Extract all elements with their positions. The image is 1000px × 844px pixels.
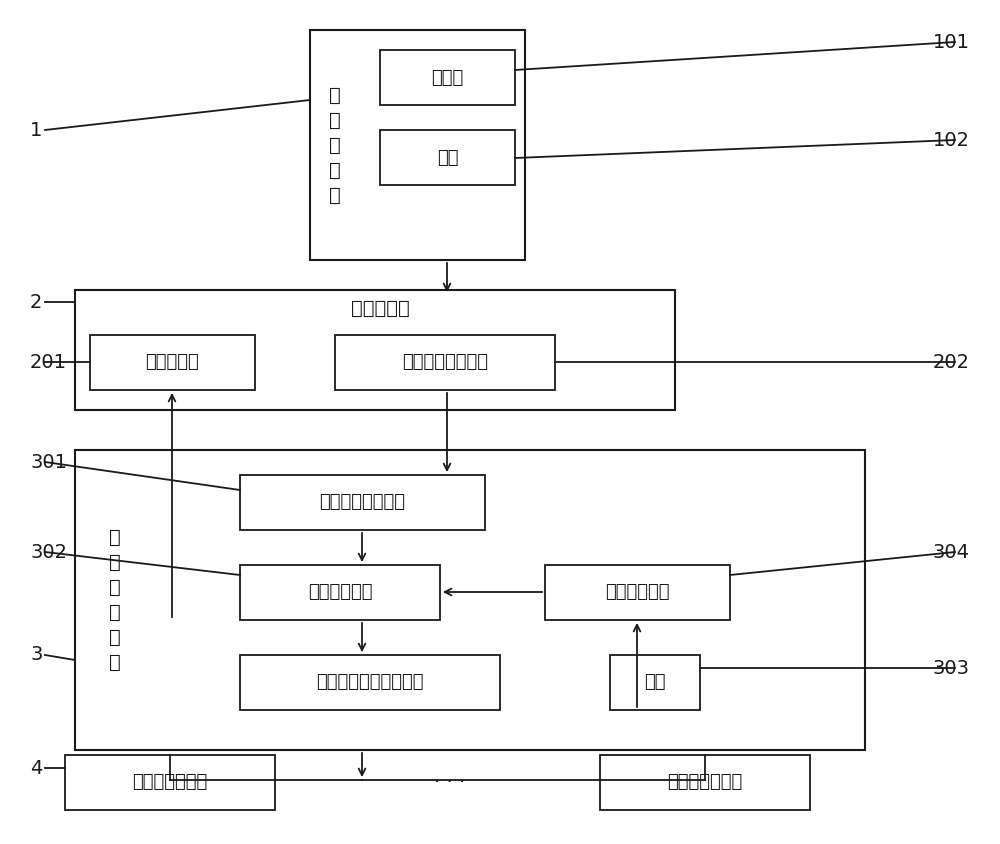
Text: 102: 102 — [933, 131, 970, 149]
Text: 送样器单元: 送样器单元 — [351, 299, 409, 317]
Text: 样
品
仓
单
元: 样 品 仓 单 元 — [329, 85, 341, 204]
Text: 送样器本体: 送样器本体 — [146, 354, 199, 371]
Text: 样本信息采集模块: 样本信息采集模块 — [320, 494, 406, 511]
Text: 202: 202 — [933, 353, 970, 371]
Bar — [335, 335, 555, 390]
Text: 流水线分析仪器: 流水线分析仪器 — [132, 773, 208, 792]
Bar — [600, 755, 810, 810]
Bar — [75, 450, 865, 750]
Text: 分析仪器信息采集模块: 分析仪器信息采集模块 — [316, 674, 424, 691]
Bar — [75, 290, 675, 410]
Bar — [240, 475, 485, 530]
Text: · · ·: · · · — [434, 772, 466, 792]
Bar — [380, 50, 515, 105]
Bar — [545, 565, 730, 620]
Bar — [380, 130, 515, 185]
Bar — [65, 755, 275, 810]
Text: 样
品
调
度
单
元: 样 品 调 度 单 元 — [109, 528, 121, 672]
Text: 试管: 试管 — [437, 149, 458, 166]
Text: 试管架: 试管架 — [431, 68, 464, 86]
Text: 信息储存模块: 信息储存模块 — [605, 583, 670, 602]
Text: 201: 201 — [30, 353, 67, 371]
Text: 101: 101 — [933, 33, 970, 51]
Text: 1: 1 — [30, 121, 42, 139]
Text: 中央控制模块: 中央控制模块 — [308, 583, 372, 602]
Text: 高速条形码扫描器: 高速条形码扫描器 — [402, 354, 488, 371]
Text: 2: 2 — [30, 293, 42, 311]
Text: 303: 303 — [933, 658, 970, 678]
Bar — [90, 335, 255, 390]
Text: 3: 3 — [30, 646, 42, 664]
Text: 304: 304 — [933, 543, 970, 561]
Bar — [610, 655, 700, 710]
Bar — [240, 655, 500, 710]
Bar — [310, 30, 525, 260]
Text: 301: 301 — [30, 452, 67, 472]
Text: 302: 302 — [30, 543, 67, 561]
Text: 电脑: 电脑 — [644, 674, 666, 691]
Bar — [240, 565, 440, 620]
Text: 流水线分析仪器: 流水线分析仪器 — [667, 773, 743, 792]
Text: 4: 4 — [30, 759, 42, 777]
